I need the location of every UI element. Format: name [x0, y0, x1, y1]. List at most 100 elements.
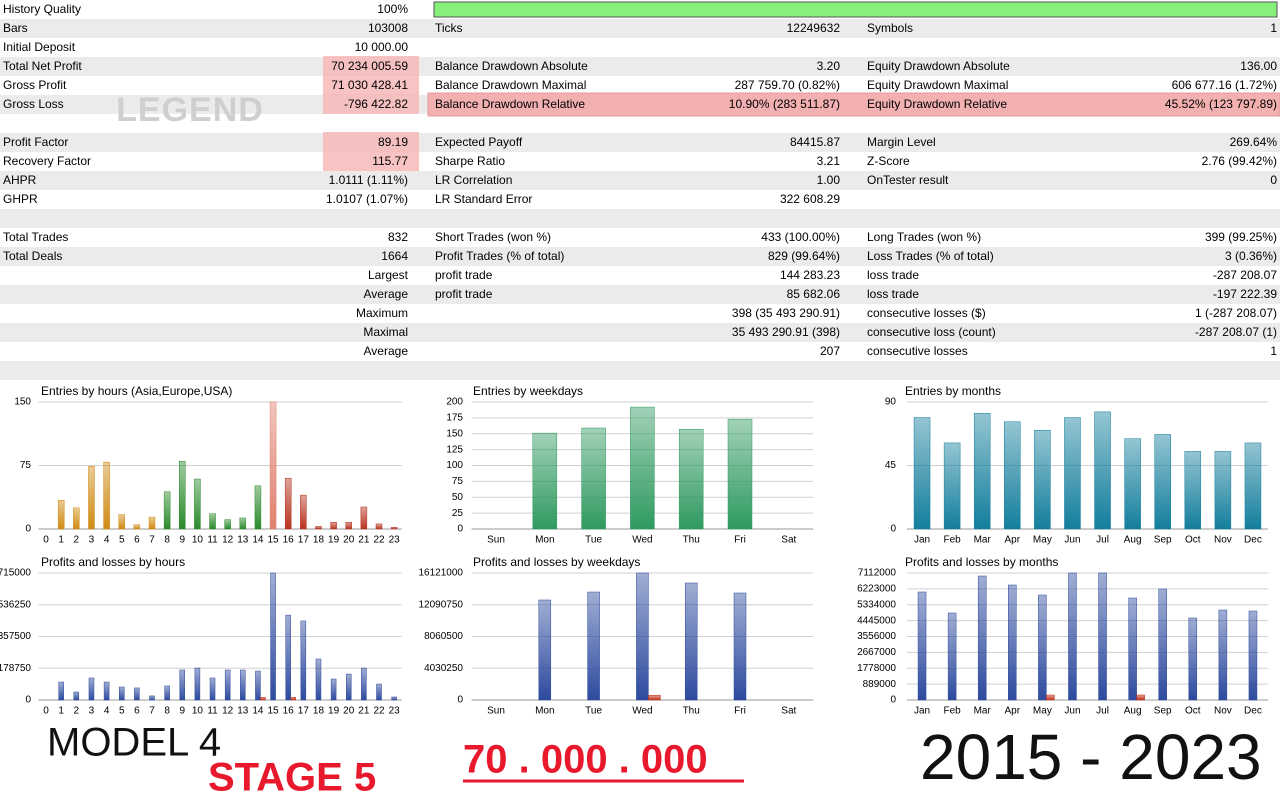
x-tick-label: 8: [164, 706, 170, 717]
bar: [133, 524, 141, 530]
bar: [1214, 451, 1232, 530]
x-tick-label: Sat: [781, 535, 796, 546]
bar: [1218, 609, 1228, 701]
cell-value: 433 (100.00%): [761, 230, 840, 244]
bar: [973, 413, 991, 530]
y-tick-label: 0: [25, 695, 31, 706]
x-tick-label: Fri: [734, 535, 746, 546]
bar: [330, 678, 337, 701]
cell-label: OnTester result: [867, 173, 949, 187]
bar: [943, 442, 961, 530]
cell-value: 3 (0.36%): [1225, 249, 1277, 263]
highlight: [323, 94, 419, 114]
x-tick-label: Oct: [1185, 706, 1201, 717]
y-tick-label: 90: [885, 397, 897, 408]
x-tick-label: Thu: [683, 535, 700, 546]
bar: [224, 669, 231, 701]
bar: [977, 575, 987, 701]
y-tick-label: 12090750: [419, 599, 464, 610]
x-tick-label: Jun: [1064, 706, 1080, 717]
cell-value: 3.20: [817, 59, 841, 73]
bar: [1136, 694, 1145, 701]
x-tick-label: 21: [358, 535, 370, 546]
cell-label: Bars: [3, 21, 28, 35]
bar: [1068, 572, 1077, 701]
bar: [269, 401, 277, 530]
y-tick-label: 100: [446, 460, 463, 471]
x-tick-label: Thu: [683, 706, 700, 717]
row-band: [0, 133, 1280, 152]
bar: [581, 427, 606, 530]
y-tick-label: 0: [457, 524, 463, 535]
cell-label: Margin Level: [867, 135, 936, 149]
bar: [164, 685, 170, 701]
cell-value: 606 677.16 (1.72%): [1172, 78, 1277, 92]
cell-value: 10 000.00: [355, 40, 409, 54]
bar: [1188, 617, 1198, 701]
cell-label: AHPR: [3, 173, 37, 187]
y-tick-label: 75: [20, 460, 32, 471]
cell-value: 832: [388, 230, 408, 244]
x-tick-label: Fri: [734, 706, 746, 717]
x-tick-label: 0: [43, 706, 49, 717]
chart-title: Entries by weekdays: [473, 384, 583, 398]
chart-title: Entries by months: [905, 384, 1001, 398]
cell-label: Gross Profit: [3, 78, 67, 92]
bar: [538, 599, 552, 701]
cell-value: 398 (35 493 290.91): [732, 306, 840, 320]
y-tick-label: 8060500: [424, 631, 463, 642]
bar: [727, 418, 753, 530]
row-band: [0, 247, 1280, 266]
x-tick-label: 6: [134, 535, 140, 546]
bar: [630, 406, 655, 530]
cell-label: Largest: [368, 268, 409, 282]
row-band: [0, 361, 1280, 380]
bar: [1098, 572, 1107, 701]
bar: [163, 491, 171, 530]
x-tick-label: 10: [192, 706, 204, 717]
cell-value: 144 283.23: [780, 268, 840, 282]
y-tick-label: 178750: [0, 663, 31, 674]
x-tick-label: May: [1033, 706, 1052, 717]
x-tick-label: 22: [373, 706, 385, 717]
y-tick-label: 45: [885, 460, 897, 471]
amount-label: 70 . 000 . 000: [463, 738, 708, 782]
cell-value: 115.77: [372, 154, 408, 168]
bar: [300, 620, 307, 701]
x-tick-label: 13: [237, 535, 249, 546]
x-tick-label: 18: [313, 535, 325, 546]
cell-label: consecutive losses: [867, 344, 968, 358]
x-tick-label: 14: [252, 706, 264, 717]
bar: [315, 658, 322, 701]
cell-value: 12249632: [787, 21, 841, 35]
y-tick-label: 150: [14, 397, 31, 408]
x-tick-label: Tue: [585, 706, 602, 717]
model-label: MODEL 4: [47, 721, 221, 765]
x-tick-label: Dec: [1244, 706, 1262, 717]
bar: [270, 572, 276, 701]
bar: [917, 591, 927, 701]
x-tick-label: 16: [283, 535, 295, 546]
x-tick-label: Feb: [944, 535, 962, 546]
cell-label: Maximal: [363, 325, 408, 339]
cell-label: Initial Deposit: [3, 40, 76, 54]
row-band: [0, 57, 1280, 76]
x-tick-label: Mon: [535, 535, 554, 546]
cell-value: 1 (-287 208.07): [1195, 306, 1277, 320]
bar: [376, 683, 382, 701]
cell-value: 829 (99.64%): [768, 249, 840, 263]
x-tick-label: 19: [328, 535, 340, 546]
bar: [149, 695, 155, 701]
bar: [254, 485, 262, 530]
x-tick-label: 4: [104, 706, 110, 717]
cell-label: Long Trades (won %): [867, 230, 981, 244]
cell-label: Equity Drawdown Maximal: [867, 78, 1008, 92]
cell-label: Loss Trades (% of total): [867, 249, 994, 263]
cell-label: Gross Loss: [3, 97, 64, 111]
x-tick-label: Jan: [914, 535, 930, 546]
x-tick-label: 7: [149, 706, 155, 717]
y-tick-label: 715000: [0, 568, 31, 579]
x-tick-label: Mar: [974, 706, 992, 717]
cell-value: 10.90% (283 511.87): [729, 97, 840, 111]
